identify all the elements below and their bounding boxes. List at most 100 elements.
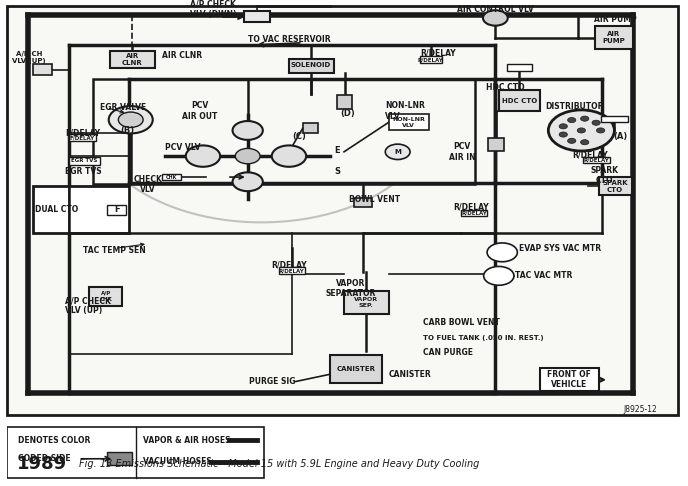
Text: (D): (D) bbox=[340, 109, 355, 118]
Bar bbox=[330, 355, 382, 383]
Text: DUAL CTO: DUAL CTO bbox=[36, 205, 78, 214]
Text: R/DELAY: R/DELAY bbox=[461, 210, 487, 215]
Text: E: E bbox=[334, 146, 340, 155]
Circle shape bbox=[581, 139, 589, 145]
Text: R/DELAY: R/DELAY bbox=[583, 158, 610, 163]
Text: Fig. 13 Emissions Schematic—Model 15 with 5.9L Engine and Heavy Duty Cooling: Fig. 13 Emissions Schematic—Model 15 wit… bbox=[79, 459, 480, 469]
Circle shape bbox=[385, 144, 410, 159]
Circle shape bbox=[484, 266, 514, 285]
Bar bbox=[595, 26, 633, 49]
Text: BOWL VENT: BOWL VENT bbox=[350, 195, 400, 204]
Circle shape bbox=[568, 138, 576, 143]
Bar bbox=[461, 209, 487, 216]
Circle shape bbox=[577, 128, 585, 133]
Circle shape bbox=[581, 116, 589, 121]
Circle shape bbox=[568, 118, 576, 122]
Text: VACUUM HOSES: VACUUM HOSES bbox=[143, 457, 212, 466]
Bar bbox=[107, 205, 126, 215]
Bar bbox=[499, 90, 540, 111]
Text: A/P
CHK: A/P CHK bbox=[100, 291, 112, 302]
Bar bbox=[599, 177, 632, 194]
Text: J8925-12: J8925-12 bbox=[623, 405, 657, 414]
Text: PCV
AIR IN: PCV AIR IN bbox=[449, 142, 475, 161]
Text: A/P CH
VLV (UP): A/P CH VLV (UP) bbox=[12, 51, 45, 64]
Text: SOLENOID: SOLENOID bbox=[291, 62, 331, 69]
Text: F/DELAY: F/DELAY bbox=[70, 135, 95, 140]
Bar bbox=[69, 157, 100, 165]
Bar bbox=[7, 427, 264, 478]
Text: R/DELAY: R/DELAY bbox=[453, 203, 489, 212]
Bar bbox=[507, 64, 532, 70]
Text: EVAP SYS VAC MTR: EVAP SYS VAC MTR bbox=[519, 243, 601, 253]
Circle shape bbox=[559, 132, 568, 137]
Text: (C): (C) bbox=[292, 132, 306, 141]
Circle shape bbox=[487, 243, 517, 262]
Circle shape bbox=[483, 10, 508, 26]
Bar bbox=[540, 368, 599, 391]
Bar bbox=[107, 452, 132, 466]
Text: VAPOR & AIR HOSES: VAPOR & AIR HOSES bbox=[143, 436, 230, 445]
Text: A/P CHECK
VLV (DWN): A/P CHECK VLV (DWN) bbox=[190, 0, 237, 19]
Bar bbox=[303, 123, 318, 133]
Text: PCV VLV: PCV VLV bbox=[164, 143, 200, 152]
Text: AIR CONTROL VLV: AIR CONTROL VLV bbox=[457, 5, 534, 14]
Text: SPARK
CTO: SPARK CTO bbox=[590, 166, 618, 185]
Text: F: F bbox=[114, 205, 120, 214]
Text: NON-LNR
VLV: NON-LNR VLV bbox=[385, 102, 425, 121]
Text: R/DELAY: R/DELAY bbox=[271, 260, 307, 270]
Text: SPARK
CTO: SPARK CTO bbox=[602, 179, 628, 192]
Bar bbox=[89, 287, 122, 306]
Circle shape bbox=[233, 121, 263, 140]
Text: VAPOR
SEPARATOR: VAPOR SEPARATOR bbox=[325, 279, 376, 298]
Bar bbox=[420, 56, 442, 63]
Bar bbox=[488, 138, 504, 151]
Bar bbox=[601, 116, 628, 122]
Text: CANISTER: CANISTER bbox=[389, 370, 431, 379]
Text: F/DELAY: F/DELAY bbox=[65, 128, 100, 137]
Text: CHK: CHK bbox=[166, 174, 177, 179]
Text: TAC VAC MTR: TAC VAC MTR bbox=[515, 271, 572, 280]
Text: M: M bbox=[394, 149, 401, 155]
Text: R/DELAY: R/DELAY bbox=[279, 268, 305, 273]
Text: R/DELAY: R/DELAY bbox=[572, 151, 608, 160]
Text: TO VAC RESERVOIR: TO VAC RESERVOIR bbox=[248, 35, 330, 44]
Circle shape bbox=[548, 110, 614, 151]
Text: HDC CTO: HDC CTO bbox=[486, 83, 525, 92]
Circle shape bbox=[109, 106, 153, 134]
Text: EGR TVS: EGR TVS bbox=[65, 167, 102, 175]
Text: HDC CTO: HDC CTO bbox=[502, 98, 537, 104]
Text: AIR PUMP: AIR PUMP bbox=[594, 15, 637, 24]
Text: CODED SIDE: CODED SIDE bbox=[18, 454, 70, 463]
Text: CARB BOWL VENT: CARB BOWL VENT bbox=[423, 318, 500, 328]
Bar bbox=[162, 174, 181, 180]
Bar bbox=[279, 267, 305, 274]
Text: DENOTES COLOR: DENOTES COLOR bbox=[18, 436, 90, 445]
Text: EGR VALVE: EGR VALVE bbox=[100, 104, 146, 112]
Bar bbox=[344, 291, 389, 314]
Text: A/P CHECK
VLV (UP): A/P CHECK VLV (UP) bbox=[65, 296, 111, 315]
Bar bbox=[354, 198, 372, 208]
Circle shape bbox=[235, 148, 260, 164]
Text: EGR TVS: EGR TVS bbox=[71, 158, 97, 163]
Circle shape bbox=[186, 145, 220, 167]
Bar bbox=[389, 114, 429, 130]
Bar bbox=[337, 95, 352, 109]
Bar bbox=[110, 52, 155, 69]
Circle shape bbox=[592, 120, 600, 125]
Text: NON-LNR
VLV: NON-LNR VLV bbox=[392, 117, 425, 128]
Text: CAN PURGE: CAN PURGE bbox=[423, 348, 473, 357]
Bar bbox=[33, 186, 129, 233]
Text: TO FUEL TANK (.050 IN. REST.): TO FUEL TANK (.050 IN. REST.) bbox=[423, 335, 544, 341]
Circle shape bbox=[118, 112, 143, 127]
Text: R/DELAY: R/DELAY bbox=[420, 49, 455, 58]
Text: 1989: 1989 bbox=[17, 455, 67, 473]
Text: DISTRIBUTOR: DISTRIBUTOR bbox=[545, 103, 604, 111]
Bar bbox=[33, 64, 52, 75]
Text: R/DELAY: R/DELAY bbox=[418, 57, 444, 62]
Bar bbox=[69, 134, 96, 141]
Circle shape bbox=[559, 124, 568, 129]
Text: CHECK
VLV: CHECK VLV bbox=[133, 175, 162, 194]
Text: VAPOR
SEP.: VAPOR SEP. bbox=[354, 297, 378, 308]
Circle shape bbox=[272, 145, 306, 167]
Bar bbox=[244, 11, 270, 22]
